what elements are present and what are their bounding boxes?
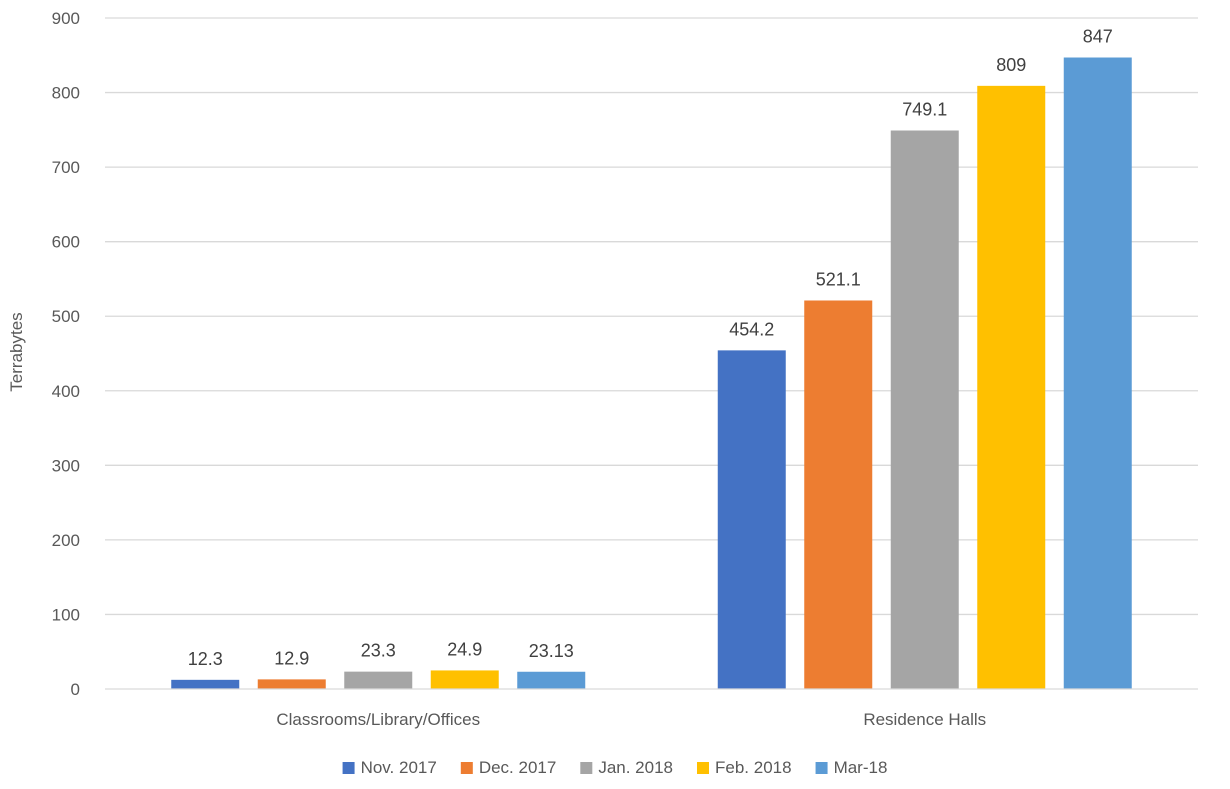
bar [717,350,786,689]
x-category-label: Residence Halls [863,710,986,729]
y-tick-label: 0 [71,680,80,699]
data-label: 12.9 [274,648,309,668]
data-label: 24.9 [447,639,482,659]
x-axis-category-labels: Classrooms/Library/Offices Residence Hall… [276,710,986,729]
y-axis-title: Terrabytes [7,312,26,391]
legend-swatch [697,762,709,774]
y-tick-label: 400 [52,382,80,401]
legend-label: Feb. 2018 [715,758,792,777]
y-tick-label: 700 [52,158,80,177]
legend-label: Jan. 2018 [598,758,673,777]
y-tick-label: 600 [52,233,80,252]
legend-swatch [580,762,593,774]
data-label: 809 [996,55,1026,75]
bar [890,130,959,689]
y-tick-label: 500 [52,307,80,326]
legend-label: Nov. 2017 [361,758,437,777]
bar [257,679,326,689]
bar [977,85,1046,689]
legend-swatch [342,762,355,774]
legend-label: Mar-18 [834,758,888,777]
data-label: 12.3 [188,649,223,669]
legend-swatch [460,762,473,774]
bar [1063,57,1132,689]
data-labels: 12.3 12.9 23.3 24.9 23.13 454.2 521.1 749.1 809 8… [188,27,1113,669]
bars [171,57,1132,689]
legend-label: Dec. 2017 [479,758,557,777]
bar [804,300,873,689]
y-tick-label: 800 [52,84,80,103]
data-label: 23.3 [361,641,396,661]
bar [430,670,499,689]
data-label: 23.13 [529,641,574,661]
data-label: 521.1 [816,269,861,289]
y-tick-label: 200 [52,531,80,550]
bar [517,671,586,689]
y-axis-ticks: 0 100 200 300 400 500 600 700 800 900 [52,9,80,699]
data-label: 847 [1083,27,1113,47]
legend: Nov. 2017 Dec. 2017 Jan. 2018 Feb. 2018 Mar-… [342,758,888,777]
y-tick-label: 300 [52,456,80,475]
legend-swatch [815,762,828,774]
x-category-label: Classrooms/Library/Offices [276,710,480,729]
data-label: 749.1 [902,100,947,120]
bar [344,671,413,689]
y-tick-label: 900 [52,9,80,28]
y-tick-label: 100 [52,605,80,624]
data-label: 454.2 [729,319,774,339]
gridlines [105,17,1198,616]
bar [171,679,240,689]
